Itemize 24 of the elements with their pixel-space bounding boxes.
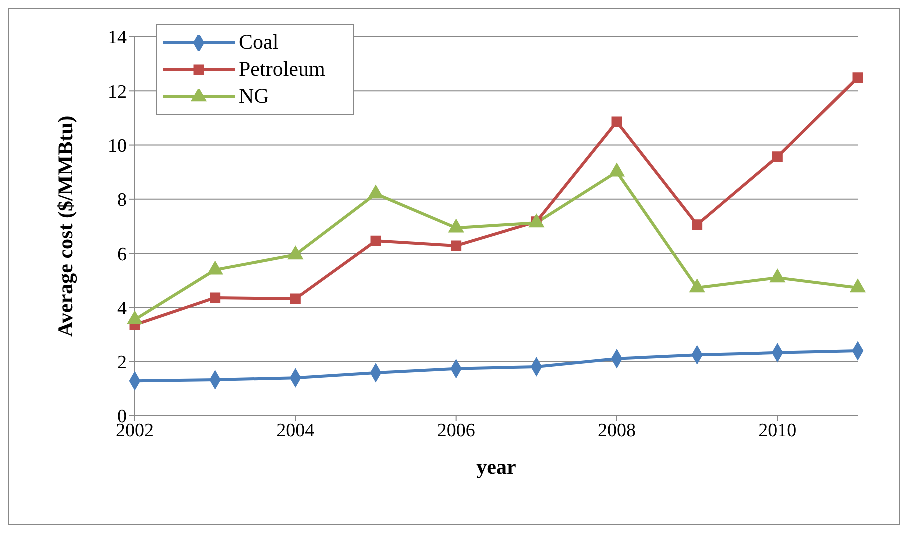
point: [772, 152, 783, 162]
point: [692, 220, 703, 230]
x-tick-label: 2004: [276, 420, 316, 442]
y-axis-title: Average cost ($/MMBtu): [53, 116, 78, 338]
y-tick-label: 12: [108, 82, 127, 103]
point: [451, 240, 462, 252]
y-tick-label: 14: [108, 28, 128, 49]
point: [370, 236, 382, 246]
y-tick-label: 8: [118, 190, 127, 212]
legend-label: NG: [239, 83, 270, 110]
x-axis-title: year: [476, 455, 516, 479]
point: [852, 72, 864, 84]
y-tick-label: 6: [118, 244, 127, 266]
y-tick-label: 2: [118, 352, 127, 374]
point: [290, 294, 301, 304]
point: [612, 116, 622, 128]
legend-label: Petroleum: [239, 56, 326, 83]
point: [210, 292, 221, 304]
x-tick-label: 2008: [598, 420, 636, 442]
x-tick-label: 2006: [437, 420, 476, 442]
legend-label: Coal: [239, 29, 279, 56]
y-tick-label: 10: [108, 136, 127, 158]
y-tick-label: 4: [118, 298, 128, 320]
x-tick-label: 2010: [758, 420, 797, 442]
